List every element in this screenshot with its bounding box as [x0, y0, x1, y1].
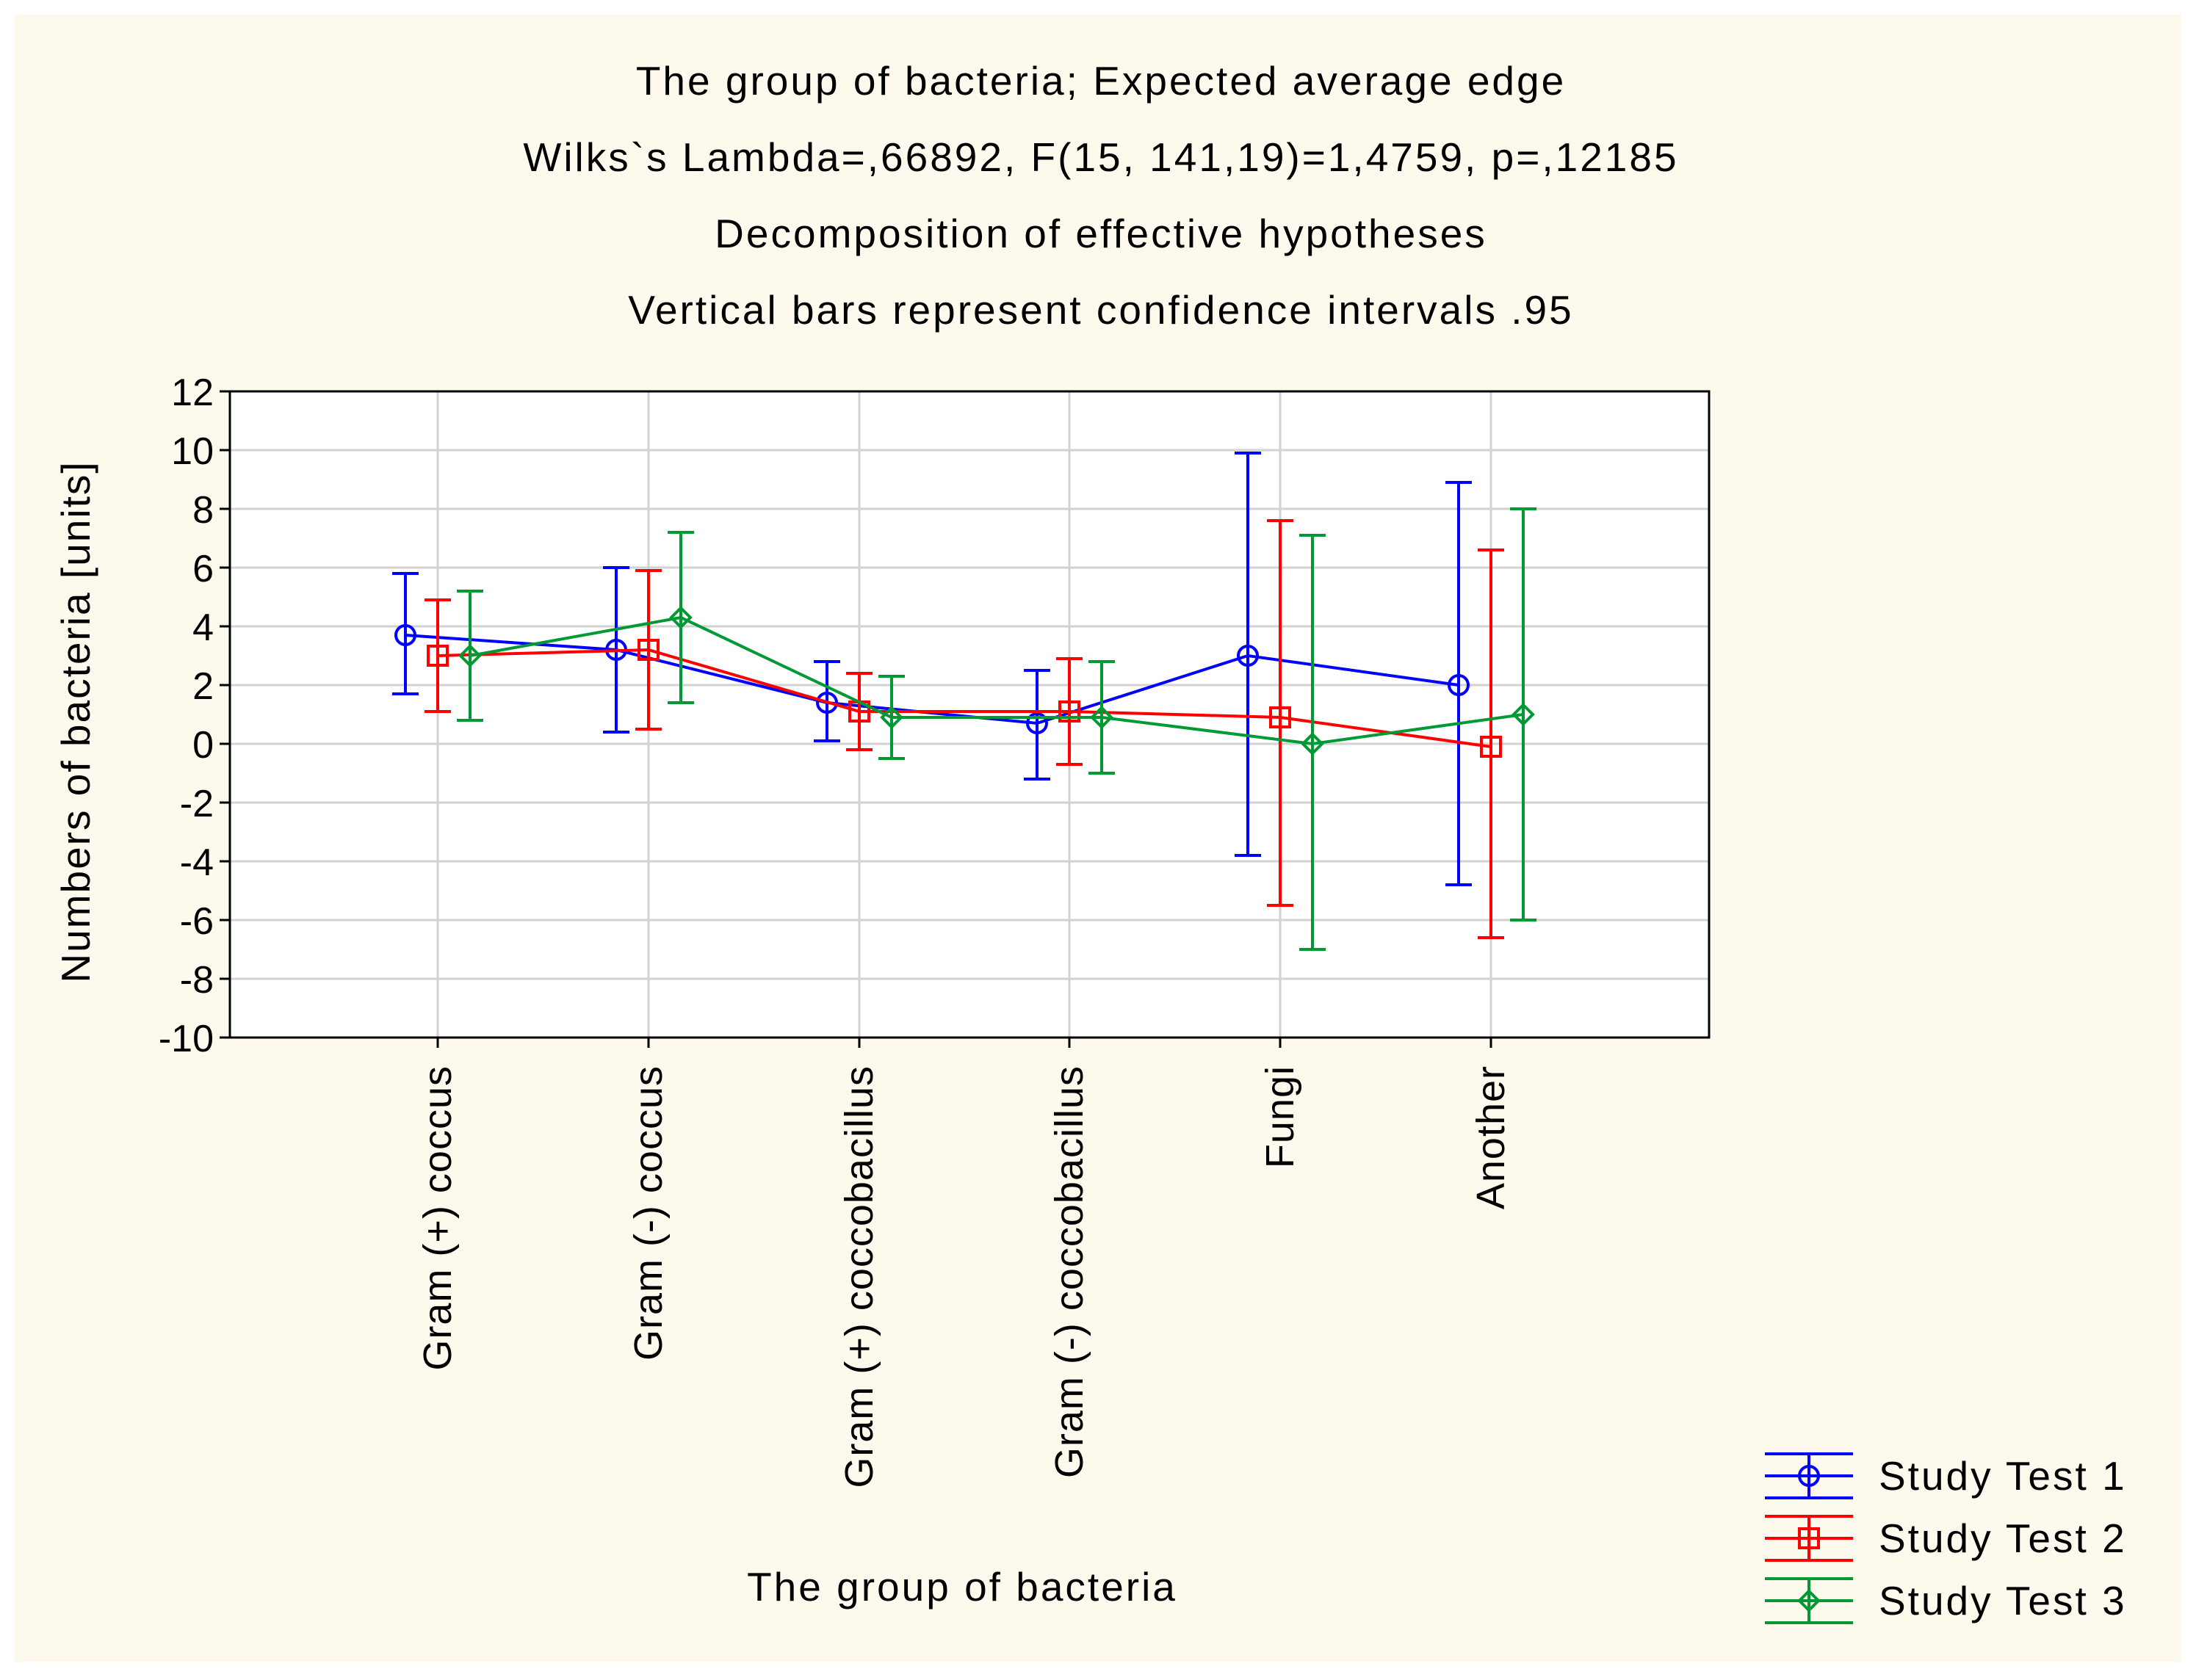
chart-title-line-2: Wilks`s Lambda=,66892, F(15, 141,19)=1,4… [523, 134, 1678, 180]
legend-label: Study Test 3 [1879, 1578, 2127, 1623]
y-tick-label: 12 [171, 372, 214, 414]
data-point [394, 624, 416, 646]
x-tick-label: Gram (-) coccobacillus [1047, 1065, 1091, 1478]
data-point [1511, 703, 1535, 726]
legend-item-1: Study Test 1 [1765, 1452, 2127, 1499]
legend-marker [1798, 1465, 1820, 1487]
data-point [638, 639, 660, 661]
legend-item-2: Study Test 2 [1765, 1515, 2127, 1562]
y-tick-label: -2 [180, 783, 214, 825]
x-axis-label: The group of bacteria [747, 1564, 1177, 1610]
chart-title-line-1: The group of bacteria; Expected average … [636, 58, 1566, 104]
legend-label: Study Test 1 [1879, 1453, 2127, 1499]
data-point [1448, 674, 1470, 696]
data-point [1237, 645, 1259, 667]
x-tick-label: Gram (+) coccobacillus [837, 1065, 881, 1488]
data-point [669, 606, 693, 629]
series-line [469, 615, 1524, 746]
x-tick-label: Another [1469, 1065, 1513, 1209]
y-tick-label: -8 [180, 959, 214, 1002]
x-tick-label: Gram (+) coccus [416, 1065, 460, 1371]
y-tick-label: 0 [192, 724, 214, 767]
data-point [1026, 712, 1048, 734]
data-point [880, 706, 903, 729]
series-3 [457, 507, 1536, 951]
plot-area [230, 391, 1709, 1038]
chart-title-line-4: Vertical bars represent confidence inter… [628, 287, 1573, 333]
data-point [1090, 706, 1113, 729]
y-tick-label: -4 [180, 841, 214, 884]
data-point [1058, 700, 1080, 723]
data-point [1269, 706, 1291, 728]
x-tick-label: Gram (-) coccus [626, 1065, 671, 1361]
data-point [427, 645, 449, 667]
y-tick-label: 2 [192, 665, 214, 708]
y-tick-label: 8 [192, 489, 214, 532]
series-2 [425, 519, 1504, 939]
data-point [458, 644, 482, 667]
y-tick-label: -6 [180, 900, 214, 943]
y-axis-label: Numbers of bacteria [units] [53, 460, 98, 982]
x-tick-label: Fungi [1258, 1065, 1302, 1168]
y-axis-ticks: 12 10 8 6 4 2 0 -2 -4 -6 -8 -10 [159, 372, 230, 1060]
data-point [1480, 736, 1502, 758]
legend-marker [1797, 1589, 1821, 1612]
legend-marker [1798, 1527, 1820, 1549]
series-line [437, 648, 1492, 748]
data-point [816, 692, 838, 714]
plot-border [228, 390, 1711, 1039]
chart-title-line-3: Decomposition of effective hypotheses [715, 211, 1487, 256]
legend-label: Study Test 2 [1879, 1516, 2127, 1561]
y-tick-label: 4 [192, 607, 214, 649]
data-point [1301, 732, 1324, 756]
series-layer [392, 452, 1536, 951]
legend-item-3: Study Test 3 [1765, 1577, 2127, 1624]
legend: Study Test 1 Study Test 2 Study Test 3 [1765, 1452, 2127, 1624]
y-tick-label: -10 [159, 1018, 214, 1060]
y-tick-label: 10 [171, 430, 214, 473]
y-tick-label: 6 [192, 548, 214, 590]
x-axis-ticks: Gram (+) coccus Gram (-) coccus Gram (+) c… [416, 1038, 1513, 1488]
